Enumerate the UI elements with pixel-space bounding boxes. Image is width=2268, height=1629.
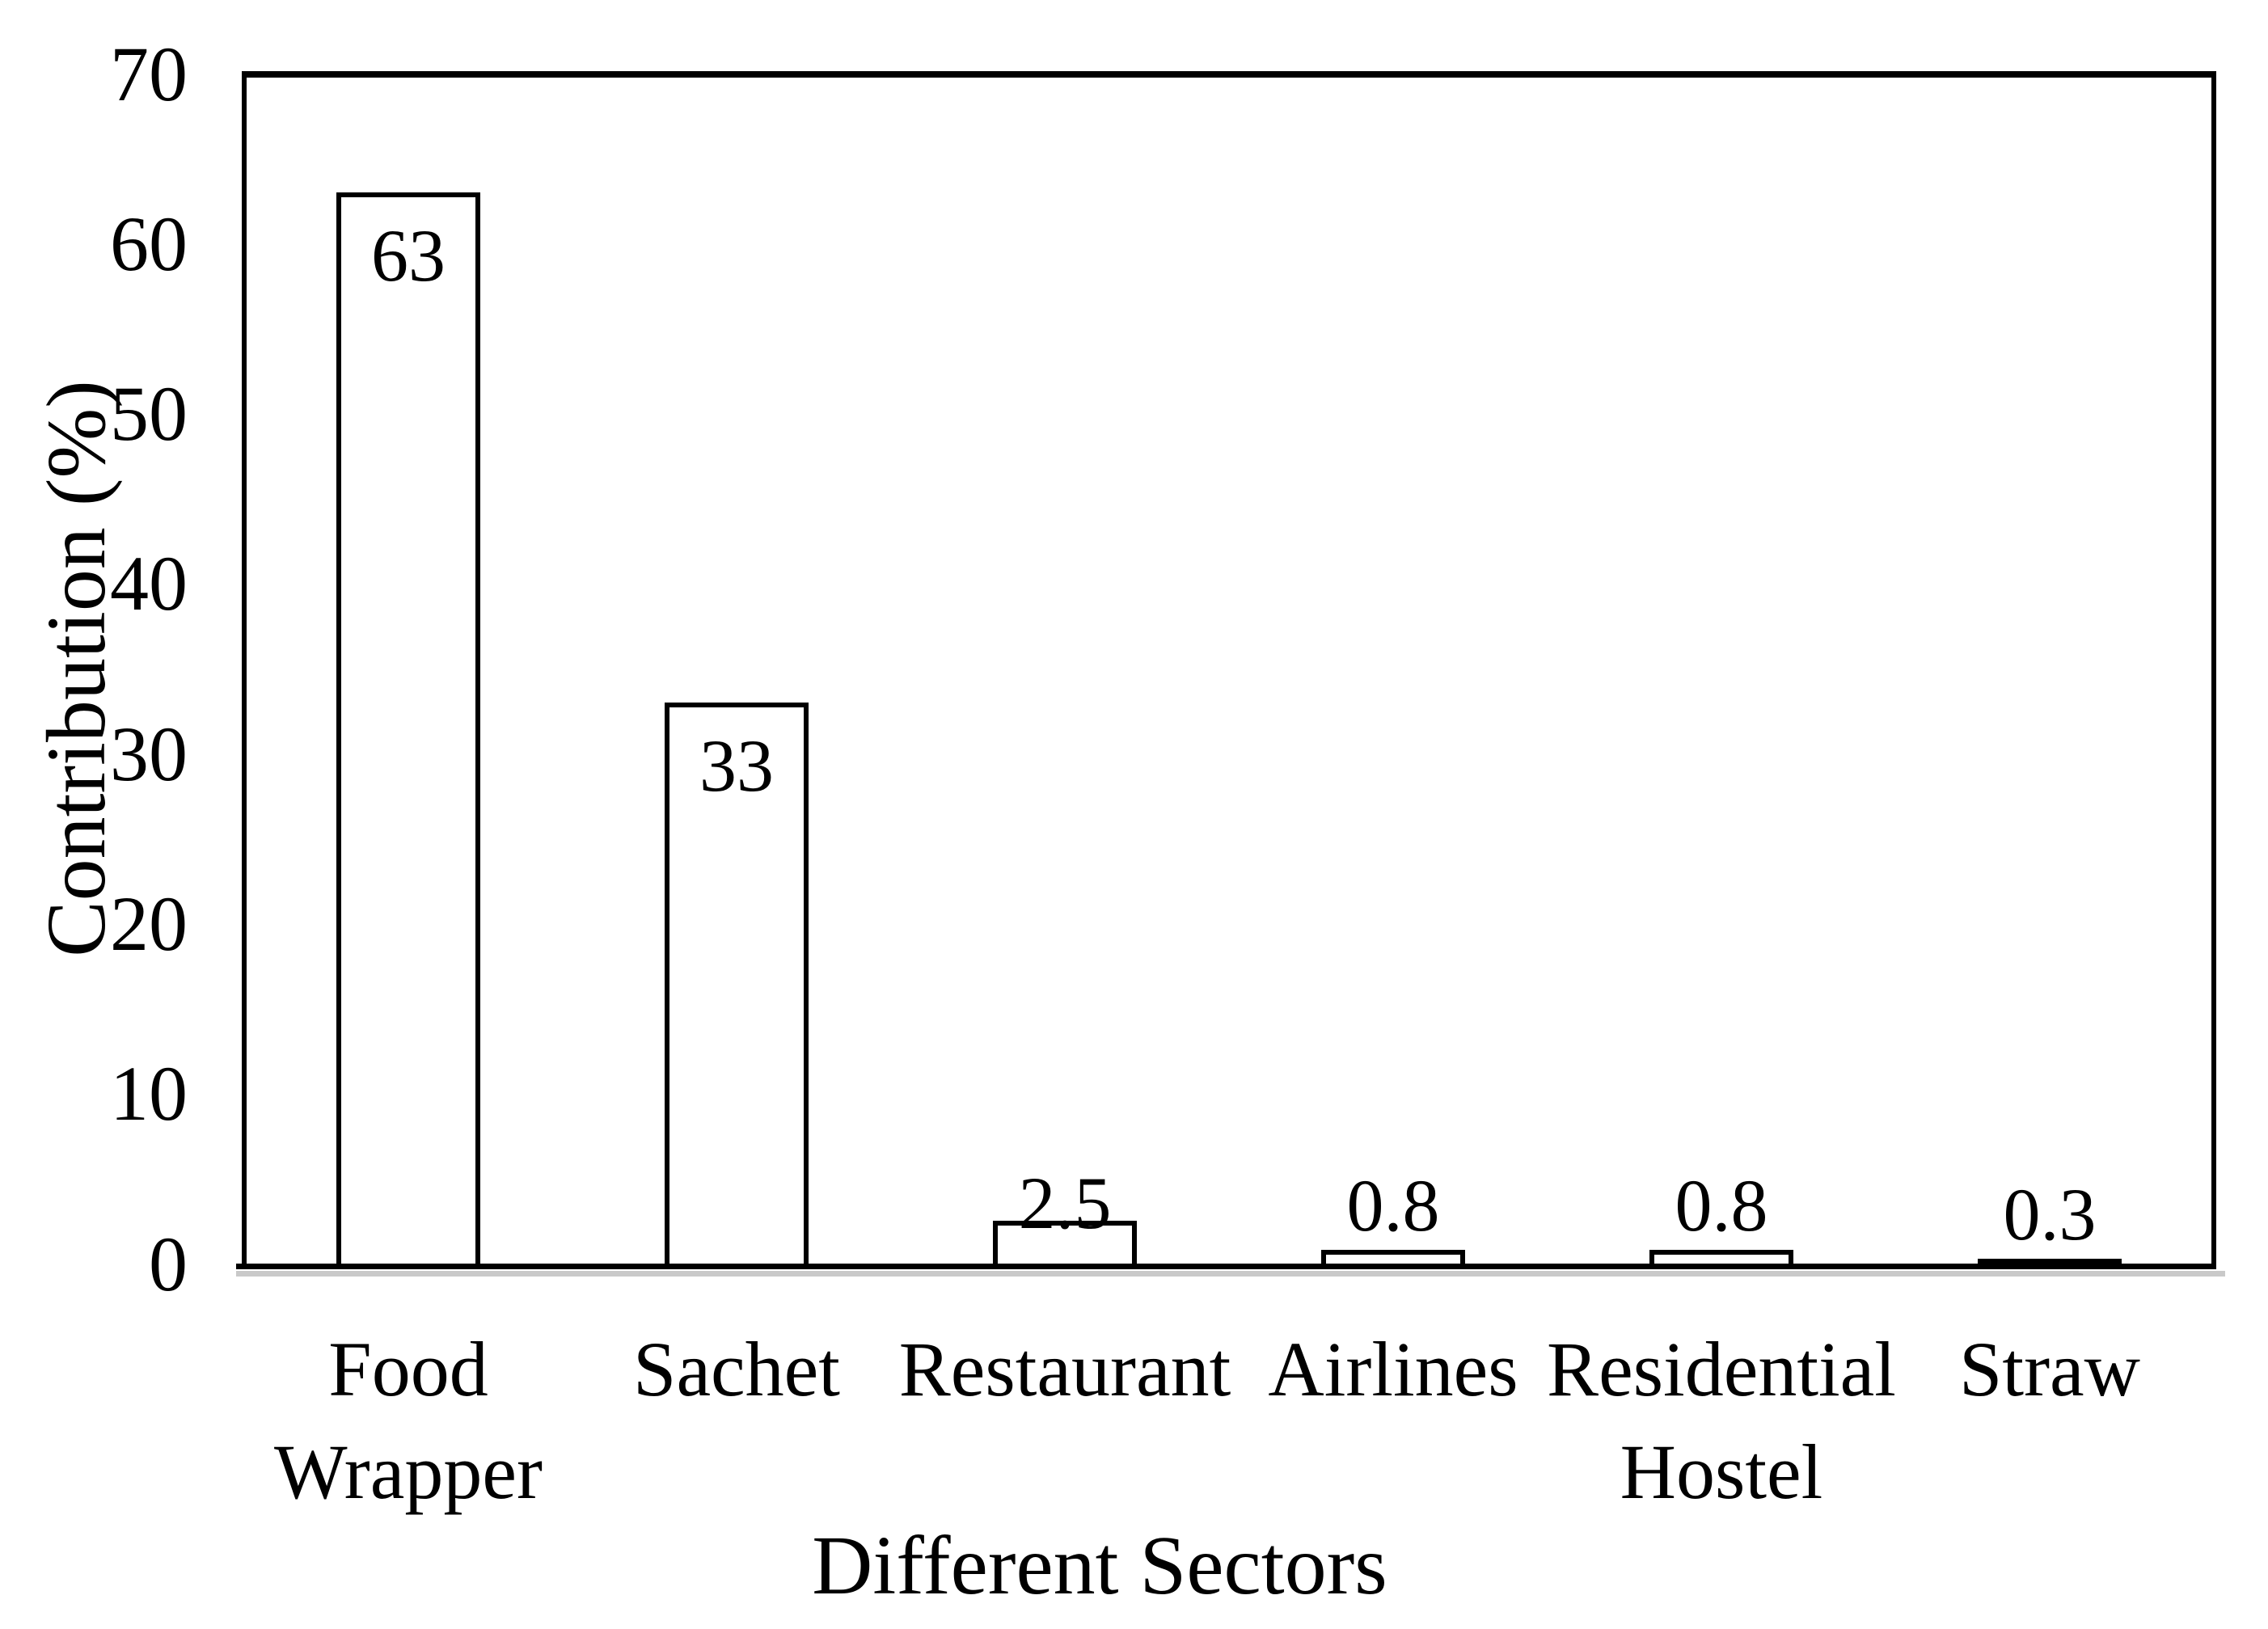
bar-sachet <box>665 703 809 1264</box>
plot-right-border <box>2211 71 2216 1269</box>
y-tick-label-20: 20 <box>110 880 188 967</box>
value-label-sachet: 33 <box>699 724 774 808</box>
bars-layer: 63 33 2.5 0.8 0.8 0.3 <box>244 74 2214 1264</box>
value-label-airlines: 0.8 <box>1346 1164 1440 1247</box>
baseline-shadow <box>236 1271 2225 1277</box>
plot-top-border <box>242 71 2216 78</box>
value-label-straw: 0.3 <box>2003 1172 2097 1256</box>
x-axis-title: Different Sectors <box>812 1519 1387 1612</box>
category-label-food-wrapper: Food Wrapper <box>274 1326 543 1515</box>
y-axis-title: Contribution (%) <box>30 380 123 957</box>
x-axis-baseline <box>236 1264 2216 1269</box>
value-label-food-wrapper: 63 <box>371 214 446 298</box>
category-label-straw: Straw <box>1959 1326 2140 1412</box>
y-axis-line <box>242 71 247 1269</box>
y-tick-label-60: 60 <box>110 200 188 287</box>
y-tick-label-10: 10 <box>110 1050 188 1137</box>
bar-residential-hostel <box>1649 1250 1793 1264</box>
category-label-residential-hostel: Residential Hostel <box>1547 1326 1896 1515</box>
y-tick-label-0: 0 <box>149 1220 188 1307</box>
category-label-sachet: Sachet <box>633 1326 840 1412</box>
y-tick-label-30: 30 <box>110 710 188 797</box>
bar-food-wrapper <box>336 192 480 1264</box>
bar-restaurant <box>993 1221 1137 1264</box>
y-tick-label-40: 40 <box>110 540 188 627</box>
y-tick-label-50: 50 <box>110 370 188 458</box>
category-label-restaurant: Restaurant <box>898 1326 1231 1412</box>
bar-straw <box>1978 1258 2122 1264</box>
value-label-residential-hostel: 0.8 <box>1675 1164 1768 1247</box>
bar-airlines <box>1321 1250 1465 1264</box>
category-label-airlines: Airlines <box>1268 1326 1518 1412</box>
y-tick-label-70: 70 <box>110 30 188 117</box>
value-label-restaurant: 2.5 <box>1018 1162 1112 1245</box>
